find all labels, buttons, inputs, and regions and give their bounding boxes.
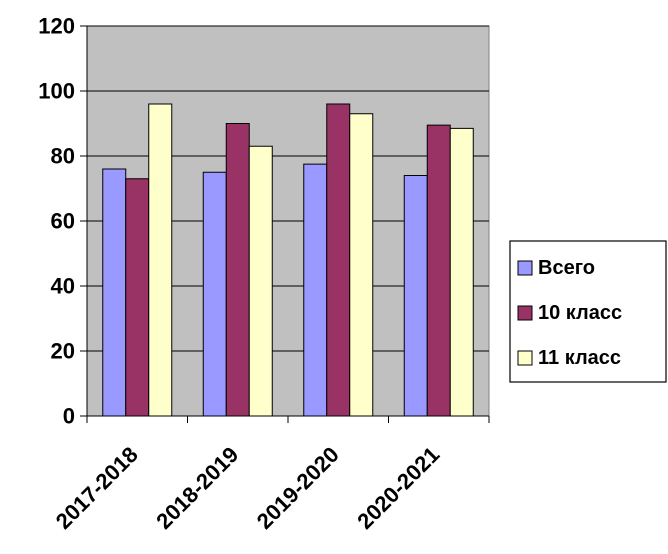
bar (102, 168, 127, 417)
legend-label: Всего (538, 257, 595, 279)
bar (202, 171, 227, 417)
y-tick-label: 0 (63, 404, 75, 429)
bars (102, 103, 474, 417)
y-tick-label: 120 (38, 14, 75, 39)
legend-box (509, 240, 667, 383)
y-tick-label: 20 (51, 339, 75, 364)
bar (426, 124, 451, 417)
x-tick-label: 2017-2018 (51, 442, 143, 534)
y-tick-label: 100 (38, 79, 75, 104)
bar (349, 113, 374, 417)
bar (326, 103, 351, 417)
y-tick-label: 40 (51, 274, 75, 299)
bar (303, 163, 328, 417)
y-axis-tick-labels: 0 20 40 60 80 100 120 (38, 14, 87, 429)
bar (148, 103, 173, 417)
bar (403, 175, 428, 417)
legend: Всего 10 класс 11 класс (509, 240, 667, 383)
x-tick-label: 2020-2021 (352, 442, 444, 534)
bar (225, 123, 250, 417)
legend-swatch (517, 260, 533, 276)
y-tick-label: 80 (51, 144, 75, 169)
bar (125, 178, 150, 417)
x-tick-label: 2018-2019 (151, 442, 243, 534)
y-tick-label: 60 (51, 209, 75, 234)
legend-label: 11 класс (538, 347, 621, 369)
legend-swatch (517, 350, 533, 366)
bar (248, 145, 273, 417)
bar (449, 127, 474, 417)
x-axis-tick-labels: 2017-2018 2018-2019 2019-2020 2020-2021 (51, 442, 445, 534)
legend-label: 10 класс (538, 302, 622, 324)
legend-swatch (517, 305, 533, 321)
x-tick-label: 2019-2020 (252, 442, 344, 534)
